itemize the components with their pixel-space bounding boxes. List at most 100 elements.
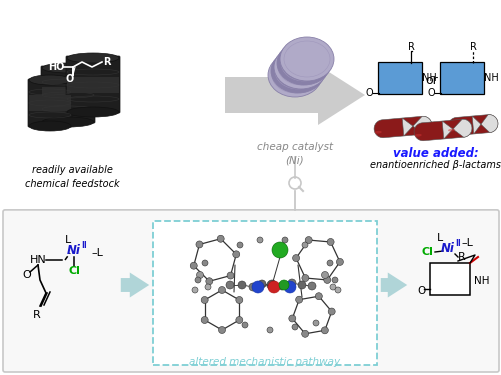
Circle shape [327, 238, 334, 246]
Circle shape [313, 320, 318, 326]
Text: O: O [23, 270, 31, 280]
Circle shape [321, 272, 328, 279]
Circle shape [315, 293, 322, 300]
FancyBboxPatch shape [3, 210, 498, 372]
Ellipse shape [271, 49, 324, 93]
Text: R: R [457, 252, 465, 262]
Circle shape [284, 281, 296, 293]
Ellipse shape [374, 131, 381, 134]
Text: NH: NH [473, 276, 488, 286]
Text: cheap catalyst
(Ni): cheap catalyst (Ni) [257, 142, 332, 166]
Circle shape [301, 274, 308, 282]
Text: Cl: Cl [420, 247, 432, 257]
Circle shape [295, 296, 302, 303]
Polygon shape [441, 119, 471, 139]
Circle shape [217, 235, 224, 242]
Circle shape [267, 327, 273, 333]
Polygon shape [413, 119, 471, 141]
Circle shape [305, 237, 312, 243]
FancyBboxPatch shape [67, 77, 119, 93]
Circle shape [302, 242, 308, 248]
Circle shape [272, 242, 288, 258]
Text: or: or [425, 74, 437, 87]
Text: L: L [65, 235, 71, 245]
Circle shape [258, 280, 266, 288]
FancyBboxPatch shape [41, 66, 95, 123]
FancyBboxPatch shape [439, 62, 483, 94]
Polygon shape [317, 65, 364, 125]
Circle shape [267, 280, 277, 290]
Text: R: R [407, 42, 414, 52]
Polygon shape [373, 116, 431, 138]
FancyArrowPatch shape [380, 273, 406, 297]
FancyBboxPatch shape [66, 56, 120, 113]
Ellipse shape [29, 75, 71, 85]
FancyBboxPatch shape [377, 62, 421, 94]
Circle shape [232, 251, 239, 258]
Circle shape [301, 330, 308, 337]
Circle shape [195, 241, 202, 248]
Circle shape [196, 272, 203, 279]
Ellipse shape [274, 45, 327, 89]
Circle shape [292, 324, 298, 330]
Text: R: R [103, 57, 111, 67]
Text: O: O [66, 74, 74, 84]
Ellipse shape [268, 53, 321, 97]
Circle shape [279, 280, 289, 290]
Polygon shape [447, 115, 497, 135]
Circle shape [326, 260, 332, 266]
Ellipse shape [67, 107, 119, 117]
Ellipse shape [414, 134, 421, 136]
Polygon shape [429, 263, 469, 295]
Circle shape [298, 281, 306, 289]
Polygon shape [401, 116, 431, 136]
Circle shape [241, 322, 247, 328]
Text: value added:: value added: [392, 147, 478, 160]
FancyBboxPatch shape [153, 221, 376, 365]
Circle shape [268, 281, 280, 293]
Circle shape [204, 284, 210, 290]
Text: readily available
chemical feedstock: readily available chemical feedstock [25, 165, 119, 189]
Text: enantioenriched β-lactams: enantioenriched β-lactams [370, 160, 500, 170]
Circle shape [218, 286, 225, 294]
Text: altered mechanistic pathway: altered mechanistic pathway [189, 357, 340, 367]
Ellipse shape [29, 121, 71, 131]
Circle shape [191, 287, 197, 293]
Circle shape [226, 272, 233, 279]
Ellipse shape [42, 117, 94, 127]
Circle shape [194, 277, 200, 283]
Circle shape [334, 287, 340, 293]
FancyBboxPatch shape [29, 95, 71, 111]
Circle shape [237, 281, 245, 289]
Circle shape [236, 242, 242, 248]
Circle shape [329, 284, 335, 290]
Ellipse shape [447, 129, 454, 132]
Ellipse shape [67, 53, 119, 63]
Circle shape [218, 327, 225, 333]
Text: R: R [33, 310, 41, 320]
Text: O: O [365, 88, 372, 98]
Circle shape [288, 279, 296, 287]
Text: NH: NH [483, 73, 498, 83]
Circle shape [308, 282, 315, 290]
Circle shape [190, 262, 197, 269]
Text: O: O [426, 88, 434, 98]
Bar [0, 0, 501, 212]
Text: II: II [454, 240, 460, 249]
Text: Cl: Cl [68, 266, 80, 276]
Circle shape [235, 297, 242, 303]
Circle shape [252, 281, 264, 293]
Polygon shape [224, 77, 319, 113]
Circle shape [282, 237, 288, 243]
Text: NH: NH [421, 73, 436, 83]
Circle shape [248, 283, 257, 291]
Text: Ni: Ni [67, 244, 81, 258]
Circle shape [336, 258, 343, 266]
Circle shape [201, 297, 208, 303]
Ellipse shape [42, 63, 94, 73]
Circle shape [205, 278, 212, 285]
Text: II: II [81, 242, 87, 250]
Text: HN: HN [30, 255, 46, 265]
Text: O: O [417, 286, 425, 296]
Text: R: R [469, 42, 476, 52]
